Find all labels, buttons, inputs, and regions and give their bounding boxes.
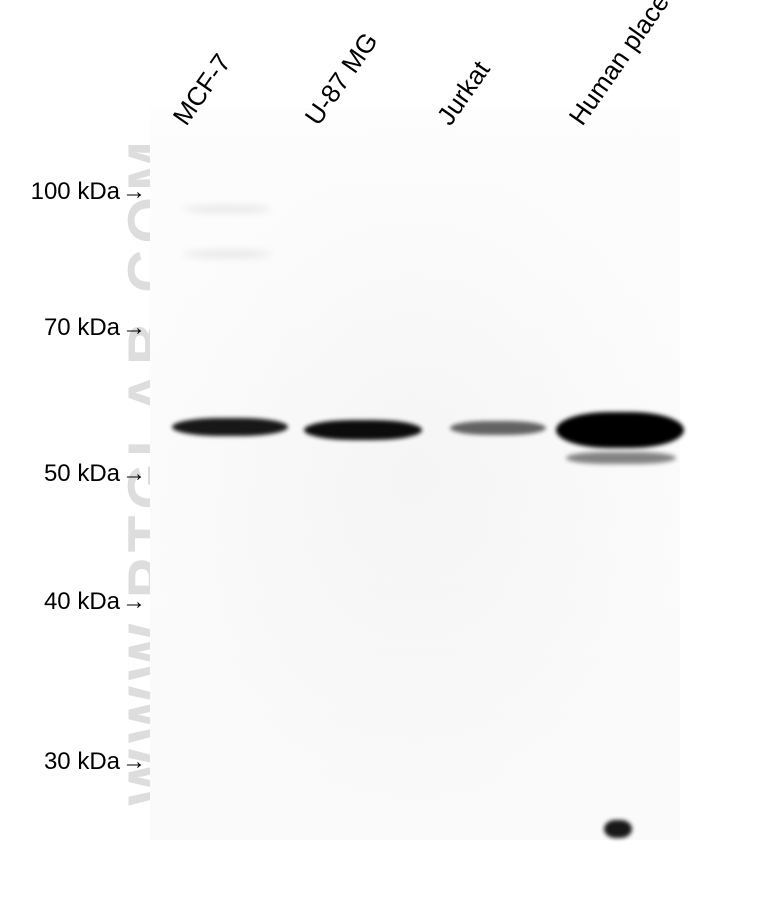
- faint-band-0: [182, 205, 272, 213]
- protein-band-0: [172, 418, 288, 436]
- artifact-spot-0: [604, 820, 632, 838]
- protein-band-1: [304, 420, 422, 440]
- protein-band-3: [556, 412, 684, 448]
- bands-layer: [0, 0, 760, 920]
- protein-band-2: [450, 421, 546, 435]
- faint-band-1: [182, 250, 272, 258]
- protein-subband-0: [566, 452, 676, 464]
